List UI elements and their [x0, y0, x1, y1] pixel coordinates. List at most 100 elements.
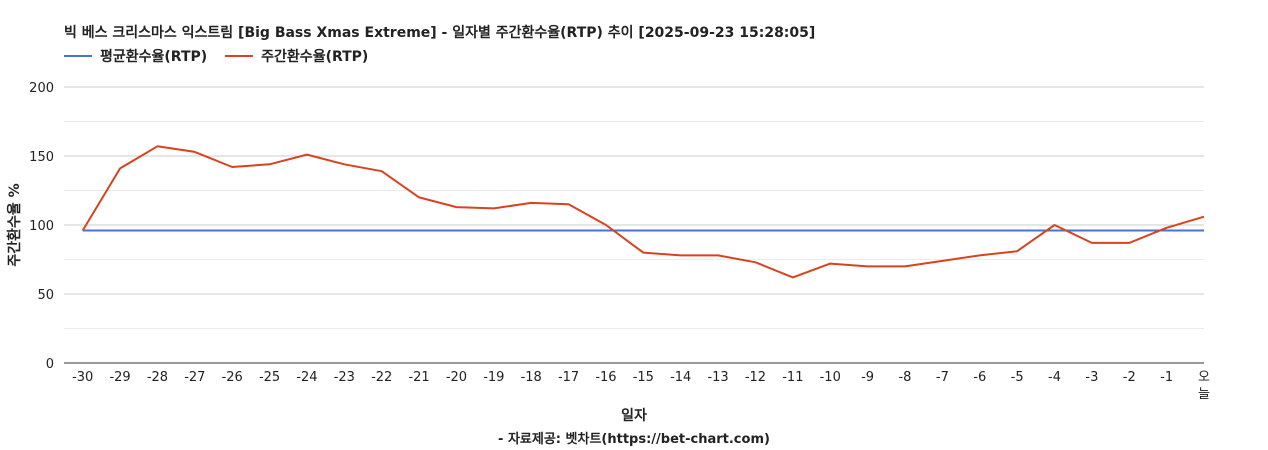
x-tick-label: -9	[861, 370, 874, 385]
data-point-weekly[interactable]	[1013, 247, 1021, 255]
x-tick-label: -16	[595, 370, 616, 385]
legend-item-average[interactable]: 평균환수율(RTP)	[64, 46, 207, 66]
data-point-weekly[interactable]	[565, 200, 573, 208]
x-tick-label: -4	[1048, 370, 1061, 385]
data-point-weekly[interactable]	[153, 142, 161, 150]
data-point-average[interactable]	[1013, 227, 1021, 235]
data-point-average[interactable]	[228, 227, 236, 235]
x-tick-label: -30	[72, 370, 93, 385]
data-point-average[interactable]	[266, 227, 274, 235]
grid-layer	[64, 86, 1204, 364]
x-tick-labels: -30 -29 -28 -27 -26 -25 -24 -23 -22 -21 -20 -19 -18 -…	[72, 370, 1210, 402]
data-point-weekly[interactable]	[1200, 213, 1208, 221]
x-tick-label: -1	[1160, 370, 1173, 385]
data-point-average[interactable]	[714, 227, 722, 235]
data-point-weekly[interactable]	[116, 164, 124, 172]
data-point-weekly[interactable]	[1125, 239, 1133, 247]
data-point-weekly[interactable]	[826, 260, 834, 268]
data-point-average[interactable]	[153, 227, 161, 235]
data-point-weekly[interactable]	[639, 249, 647, 257]
x-tick-label: -26	[222, 370, 243, 385]
legend-item-weekly[interactable]: 주간환수율(RTP)	[225, 46, 368, 66]
x-tick-label: -17	[558, 370, 579, 385]
x-tick-label: -28	[147, 370, 168, 385]
y-tick-label: 150	[29, 150, 54, 165]
data-point-average[interactable]	[864, 227, 872, 235]
x-tick-label: -20	[446, 370, 467, 385]
data-point-weekly[interactable]	[602, 221, 610, 229]
x-tick-label: -6	[973, 370, 986, 385]
y-tick-label: 200	[29, 81, 54, 96]
series-layer	[79, 142, 1208, 281]
series-line-weekly[interactable]	[81, 145, 1205, 279]
data-point-average[interactable]	[303, 227, 311, 235]
data-point-average[interactable]	[490, 227, 498, 235]
data-point-weekly[interactable]	[864, 262, 872, 270]
data-point-average[interactable]	[452, 227, 460, 235]
x-tick-label: -18	[521, 370, 542, 385]
data-point-weekly[interactable]	[1050, 221, 1058, 229]
data-point-weekly[interactable]	[677, 251, 685, 259]
data-point-weekly[interactable]	[751, 258, 759, 266]
data-point-weekly[interactable]	[266, 160, 274, 168]
data-point-average[interactable]	[378, 227, 386, 235]
data-point-weekly[interactable]	[228, 163, 236, 171]
y-tick-label: 0	[46, 357, 54, 372]
data-point-average[interactable]	[677, 227, 685, 235]
x-axis-label: 일자	[621, 408, 647, 424]
x-tick-label: -10	[820, 370, 841, 385]
data-point-average[interactable]	[1088, 227, 1096, 235]
y-tick-label: 50	[37, 288, 54, 303]
data-point-average[interactable]	[639, 227, 647, 235]
chart-title: 빅 베스 크리스마스 익스트림 [Big Bass Xmas Extreme] …	[64, 25, 816, 41]
data-point-weekly[interactable]	[340, 160, 348, 168]
data-point-average[interactable]	[191, 227, 199, 235]
x-tick-label: -5	[1011, 370, 1024, 385]
legend: 평균환수율(RTP) 주간환수율(RTP)	[64, 46, 386, 66]
x-tick-label: -25	[259, 370, 280, 385]
y-axis-label: 주간환수율 %	[6, 183, 23, 266]
data-point-weekly[interactable]	[452, 203, 460, 211]
x-tick-label: -23	[334, 370, 355, 385]
data-point-weekly[interactable]	[1088, 239, 1096, 247]
data-point-weekly[interactable]	[79, 227, 87, 235]
x-tick-label: -12	[745, 370, 766, 385]
data-point-weekly[interactable]	[490, 204, 498, 212]
x-tick-label: -15	[633, 370, 654, 385]
data-point-average[interactable]	[1125, 227, 1133, 235]
data-point-average[interactable]	[901, 227, 909, 235]
data-point-average[interactable]	[938, 227, 946, 235]
data-point-weekly[interactable]	[976, 251, 984, 259]
data-point-average[interactable]	[751, 227, 759, 235]
data-point-weekly[interactable]	[303, 151, 311, 159]
legend-label-weekly: 주간환수율(RTP)	[261, 49, 369, 65]
legend-label-average: 평균환수율(RTP)	[100, 49, 208, 65]
data-point-weekly[interactable]	[415, 193, 423, 201]
data-point-weekly[interactable]	[714, 251, 722, 259]
data-point-average[interactable]	[826, 227, 834, 235]
data-point-average[interactable]	[527, 227, 535, 235]
x-tick-label: -13	[707, 370, 728, 385]
x-tick-label: -29	[109, 370, 130, 385]
data-point-average[interactable]	[789, 227, 797, 235]
data-point-weekly[interactable]	[378, 167, 386, 175]
data-point-weekly[interactable]	[527, 199, 535, 207]
x-tick-label: -7	[936, 370, 949, 385]
x-tick-label: -14	[670, 370, 691, 385]
x-tick-label: -22	[371, 370, 392, 385]
data-point-average[interactable]	[1200, 227, 1208, 235]
data-point-weekly[interactable]	[938, 257, 946, 265]
data-point-average[interactable]	[340, 227, 348, 235]
x-tick-label: -21	[408, 370, 429, 385]
data-point-average[interactable]	[565, 227, 573, 235]
data-point-weekly[interactable]	[789, 273, 797, 281]
data-point-average[interactable]	[415, 227, 423, 235]
data-point-average[interactable]	[976, 227, 984, 235]
data-point-weekly[interactable]	[191, 148, 199, 156]
data-point-weekly[interactable]	[901, 262, 909, 270]
data-point-weekly[interactable]	[1163, 224, 1171, 232]
source-note: - 자료제공: 벳차트(https://bet-chart.com)	[498, 432, 770, 447]
data-point-average[interactable]	[116, 227, 124, 235]
